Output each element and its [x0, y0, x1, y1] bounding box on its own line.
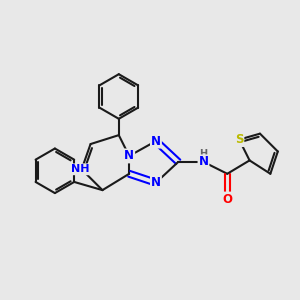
Text: N: N	[199, 155, 208, 168]
Text: N: N	[124, 149, 134, 162]
Text: N: N	[151, 135, 161, 148]
Text: S: S	[235, 133, 243, 146]
Text: N: N	[151, 176, 161, 189]
Text: H: H	[200, 148, 208, 159]
Text: O: O	[222, 193, 232, 206]
Text: NH: NH	[71, 164, 89, 174]
